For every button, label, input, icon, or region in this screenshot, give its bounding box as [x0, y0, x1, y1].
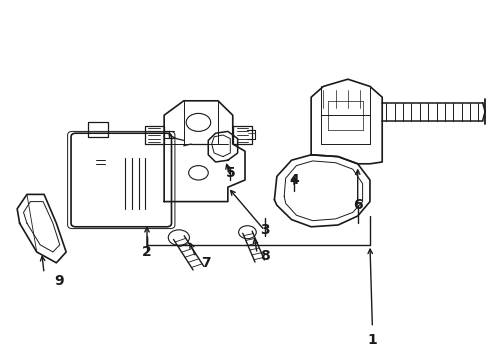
- Text: 3: 3: [260, 224, 270, 237]
- Text: 7: 7: [201, 256, 211, 270]
- Text: 1: 1: [368, 333, 377, 347]
- Text: 8: 8: [260, 249, 270, 262]
- Text: 4: 4: [289, 173, 299, 187]
- Text: 9: 9: [54, 274, 64, 288]
- Text: 2: 2: [142, 245, 152, 259]
- Text: 5: 5: [225, 166, 235, 180]
- Text: 6: 6: [353, 198, 363, 212]
- FancyBboxPatch shape: [71, 133, 172, 227]
